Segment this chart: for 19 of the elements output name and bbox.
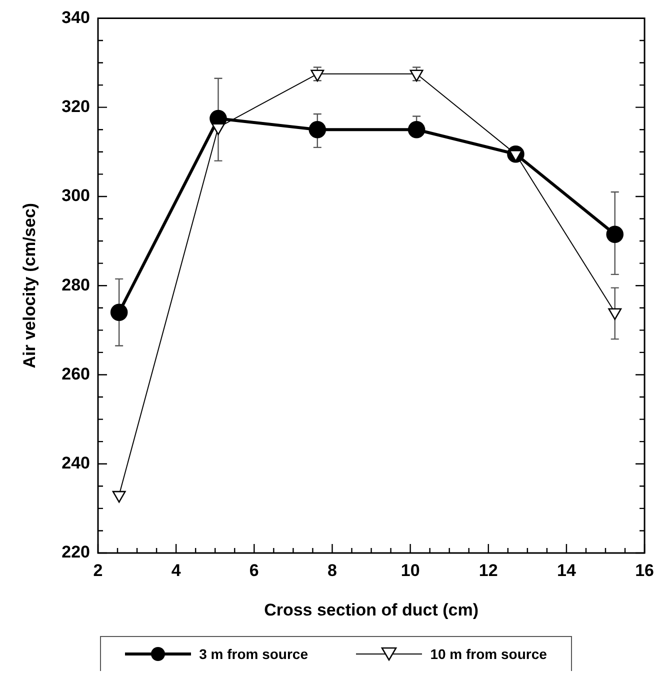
x-tick-label: 4 bbox=[171, 560, 182, 580]
x-tick-label: 16 bbox=[635, 560, 654, 580]
y-tick-label: 240 bbox=[62, 454, 90, 473]
y-tick-label: 280 bbox=[62, 275, 90, 294]
y-tick-label: 340 bbox=[62, 8, 90, 27]
legend-label: 10 m from source bbox=[430, 646, 547, 662]
x-tick-label: 10 bbox=[400, 560, 420, 580]
x-tick-label: 6 bbox=[249, 560, 259, 580]
y-tick-label: 260 bbox=[62, 364, 90, 384]
y-axis-title: Air velocity (cm/sec) bbox=[20, 202, 39, 368]
y-tick-label: 320 bbox=[62, 97, 90, 116]
y-tick-label: 300 bbox=[62, 186, 90, 206]
x-tick-label: 14 bbox=[557, 560, 576, 580]
x-axis-title: Cross section of duct (cm) bbox=[264, 600, 478, 620]
x-tick-label: 12 bbox=[478, 560, 498, 580]
y-tick-label: 220 bbox=[62, 542, 90, 562]
legend-label: 3 m from source bbox=[199, 646, 308, 662]
x-tick-label: 2 bbox=[93, 560, 103, 580]
x-tick-label: 8 bbox=[328, 560, 337, 580]
